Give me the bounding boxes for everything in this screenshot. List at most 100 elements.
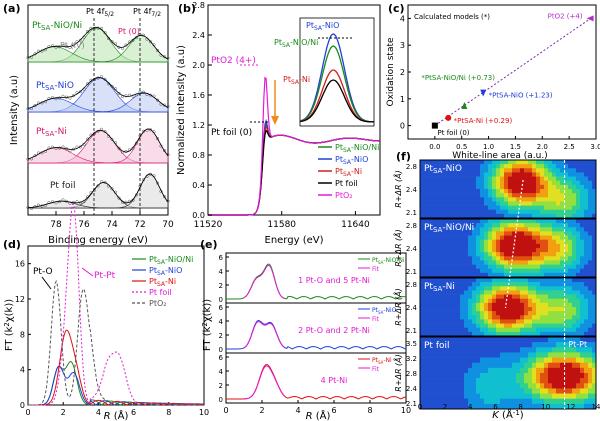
panel-f-cell — [424, 268, 429, 274]
panel-f-cell — [512, 160, 517, 165]
panel-f-cell — [548, 294, 553, 300]
panel-f-cell — [500, 337, 505, 343]
panel-f-cell — [488, 197, 493, 202]
panel-f-cell — [496, 209, 501, 215]
panel-f-cell — [532, 197, 537, 202]
panel-f-cell — [536, 184, 541, 190]
panel-f-cell — [540, 209, 545, 215]
panel-f-cell — [588, 323, 593, 329]
panel-f-cell — [576, 398, 581, 405]
panel-f-cell — [592, 393, 597, 400]
panel-f-cell — [536, 362, 541, 369]
panel-f-cell — [464, 290, 469, 295]
panel-f-cell — [524, 319, 529, 324]
panel-f-cell — [568, 302, 573, 308]
panel-f-cell — [560, 373, 565, 379]
panel-f-cell — [516, 227, 521, 232]
panel-f-cell — [448, 235, 453, 241]
panel-f-cell — [564, 342, 569, 348]
panel-f-cell — [580, 184, 585, 190]
panel-f-cell — [528, 298, 533, 304]
panel-f-cell — [564, 260, 569, 265]
panel-e-xlabel: R (Å) — [306, 409, 331, 421]
panel-f-cell — [456, 290, 461, 295]
panel-f-cell — [504, 307, 509, 312]
panel-f-cell — [504, 209, 509, 215]
panel-f-cell — [436, 362, 441, 369]
panel-f-cell — [512, 393, 517, 400]
panel-f-cell — [584, 323, 589, 329]
panel-f-cell — [588, 235, 593, 241]
panel-f-cell — [448, 403, 453, 410]
panel-f-cell — [556, 319, 561, 324]
panel-f-cell — [488, 243, 493, 249]
panel-f-cell — [580, 307, 585, 312]
panel-d-xtick-label: 6 — [131, 408, 136, 417]
panel-f-cell — [556, 331, 561, 337]
panel-f-cell — [568, 307, 573, 312]
panel-f-cell — [468, 367, 473, 374]
panel-f-cell — [500, 164, 505, 169]
panel-f-cell — [580, 168, 585, 173]
panel-f-cell — [460, 388, 465, 394]
panel-f-cell — [528, 342, 533, 348]
panel-f-cell — [444, 193, 449, 198]
panel-f-cell — [492, 337, 497, 343]
panel-f-cell — [440, 235, 445, 241]
panel-e-ytick-label: 2 — [219, 382, 223, 390]
panel-f-cell — [436, 290, 441, 295]
panel-f-cell — [500, 307, 505, 312]
panel-f-cell — [520, 378, 525, 384]
panel-f-cell — [420, 219, 425, 224]
panel-f-cell — [516, 205, 521, 211]
panel-f-cell — [424, 164, 429, 169]
panel-f-cell — [440, 193, 445, 198]
panel-f-cell — [432, 307, 437, 312]
panel-f-cell — [592, 347, 597, 353]
panel-f-cell — [496, 357, 501, 364]
panel-f-cell — [456, 268, 461, 274]
panel-f-cell — [452, 383, 457, 389]
panel-f-cell — [512, 319, 517, 324]
panel-f-cell — [588, 378, 593, 384]
panel-f-cell — [472, 373, 477, 379]
panel-f-cell — [436, 268, 441, 274]
panel-f-cell — [588, 239, 593, 245]
panel-f-cell — [432, 176, 437, 182]
panel-f-cell — [576, 393, 581, 400]
panel-f-cell — [504, 231, 509, 236]
panel-f-cell — [460, 201, 465, 206]
panel-f-cell — [444, 213, 449, 219]
panel-f-cell — [512, 223, 517, 228]
panel-f-cell — [540, 298, 545, 304]
panel-f-cell — [428, 223, 433, 228]
panel-f-cell — [436, 219, 441, 224]
panel-f-cell — [576, 201, 581, 206]
panel-f-cell — [552, 302, 557, 308]
panel-f-cell — [476, 398, 481, 405]
panel-f-cell — [588, 180, 593, 186]
panel-f-cell — [464, 172, 469, 177]
panel-f-cell — [464, 286, 469, 291]
panel-f-cell — [440, 286, 445, 291]
panel-f-cell — [516, 164, 521, 169]
panel-a-raw-point — [110, 40, 114, 44]
panel-f-cell — [508, 223, 513, 228]
panel-f-cell — [556, 176, 561, 182]
panel-f-cell — [556, 290, 561, 295]
panel-f-cell — [548, 172, 553, 177]
panel-f-cell — [452, 286, 457, 291]
panel-f-cell — [528, 315, 533, 320]
panel-f-cell — [560, 235, 565, 241]
panel-f-cell — [568, 180, 573, 186]
panel-f-cell — [576, 209, 581, 215]
panel-f-cell — [492, 256, 497, 261]
panel-f-cell — [544, 282, 549, 287]
panel-f-cell — [452, 248, 457, 253]
panel-f-cell — [588, 201, 593, 206]
panel-f-cell — [592, 231, 597, 236]
panel-f-cell — [440, 282, 445, 287]
panel-f-cell — [576, 227, 581, 232]
panel-f-cell — [540, 278, 545, 283]
